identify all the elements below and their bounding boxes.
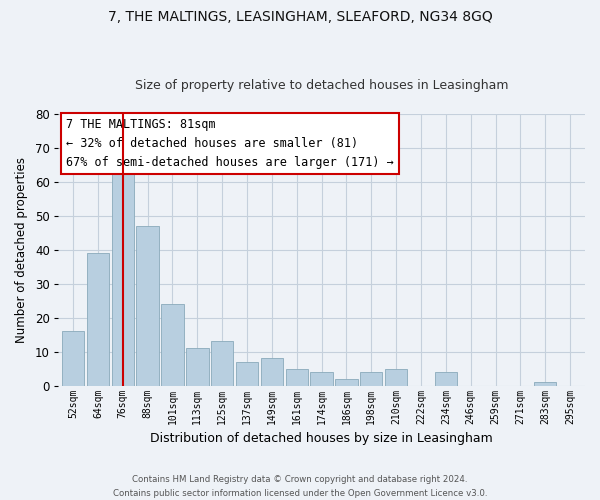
Bar xyxy=(260,358,283,386)
Bar xyxy=(534,382,556,386)
Bar xyxy=(385,368,407,386)
Y-axis label: Number of detached properties: Number of detached properties xyxy=(15,157,28,343)
Bar xyxy=(136,226,159,386)
Text: Contains HM Land Registry data © Crown copyright and database right 2024.
Contai: Contains HM Land Registry data © Crown c… xyxy=(113,476,487,498)
Bar xyxy=(62,332,84,386)
Text: 7 THE MALTINGS: 81sqm
← 32% of detached houses are smaller (81)
67% of semi-deta: 7 THE MALTINGS: 81sqm ← 32% of detached … xyxy=(66,118,394,169)
Text: 7, THE MALTINGS, LEASINGHAM, SLEAFORD, NG34 8GQ: 7, THE MALTINGS, LEASINGHAM, SLEAFORD, N… xyxy=(107,10,493,24)
Bar xyxy=(236,362,258,386)
Bar xyxy=(360,372,382,386)
Bar xyxy=(310,372,333,386)
Bar xyxy=(87,253,109,386)
Bar xyxy=(434,372,457,386)
Bar xyxy=(335,379,358,386)
Bar xyxy=(112,162,134,386)
Bar xyxy=(286,368,308,386)
Bar xyxy=(211,342,233,386)
X-axis label: Distribution of detached houses by size in Leasingham: Distribution of detached houses by size … xyxy=(150,432,493,445)
Bar xyxy=(161,304,184,386)
Title: Size of property relative to detached houses in Leasingham: Size of property relative to detached ho… xyxy=(135,79,508,92)
Bar xyxy=(186,348,209,386)
